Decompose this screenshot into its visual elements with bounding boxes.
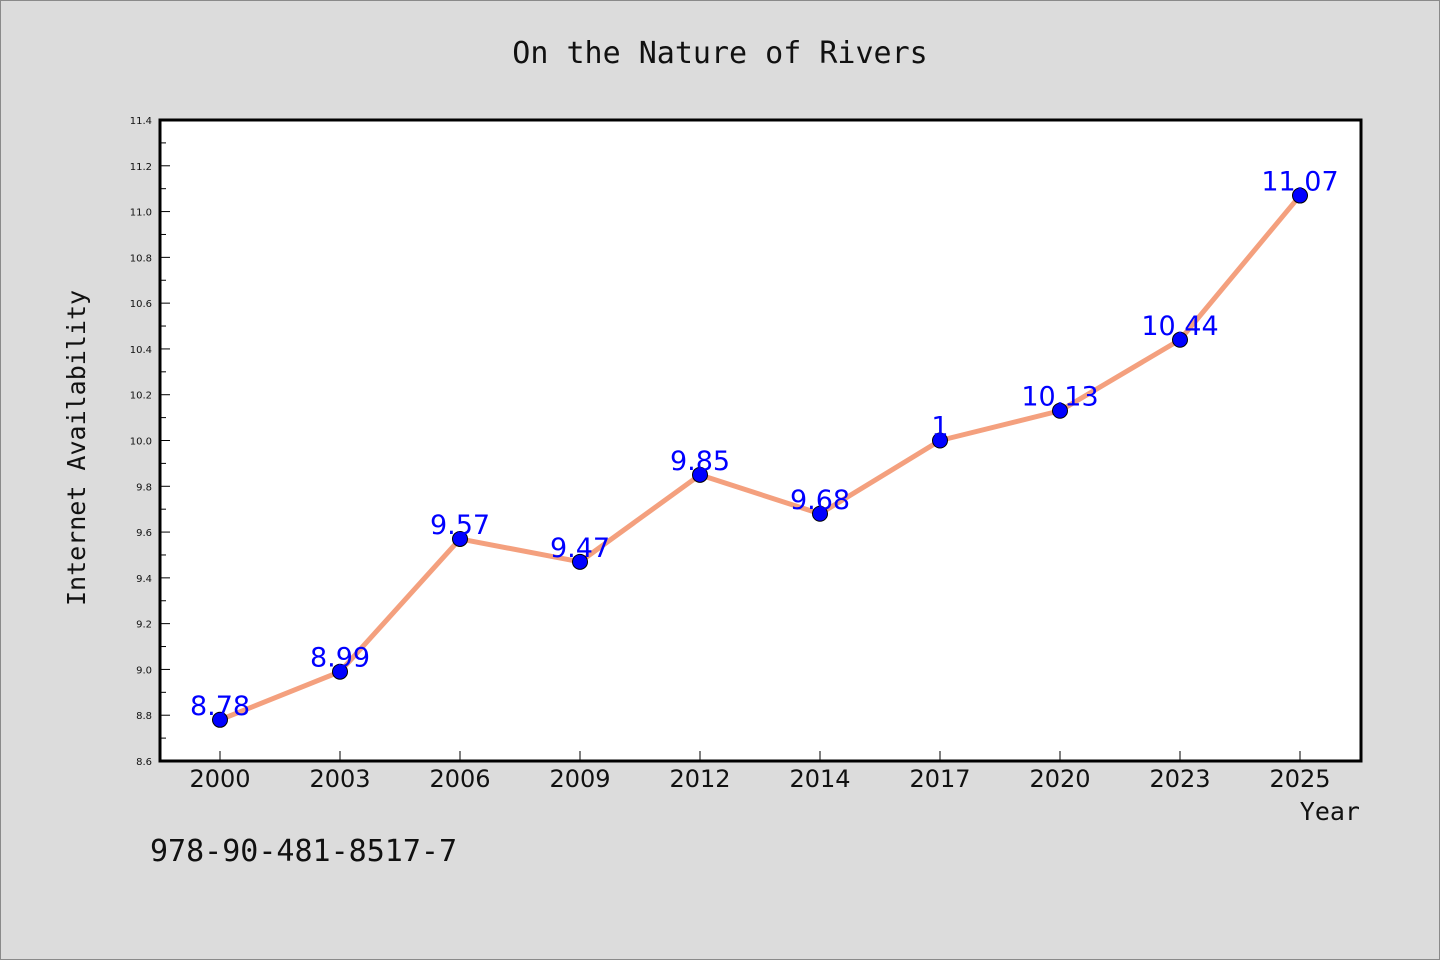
x-tick-label: 2023: [1149, 765, 1210, 793]
y-tick-label: 9.8: [136, 482, 152, 493]
y-axis-label: Internet Availability: [62, 290, 91, 606]
plot-area: [158, 118, 1363, 763]
x-tick-label: 2000: [189, 765, 250, 793]
data-label: 9.85: [670, 446, 730, 477]
data-label: 9.57: [430, 510, 490, 541]
y-tick-label: 10.2: [130, 391, 152, 402]
x-tick-label: 2003: [309, 765, 370, 793]
data-point: [692, 466, 708, 483]
data-point: [572, 553, 588, 570]
x-axis-label: Year: [1300, 797, 1360, 826]
data-point: [332, 663, 348, 680]
x-tick-label: 2020: [1029, 765, 1090, 793]
data-label: 9.47: [550, 533, 610, 564]
data-point: [932, 432, 948, 449]
y-tick-label: 9.2: [136, 620, 152, 631]
data-label: 11.07: [1261, 167, 1338, 198]
data-point: [212, 711, 228, 728]
series-markers: [212, 187, 1308, 728]
data-labels: 8.78 8.99 9.57 9.47 9.85 9.68 1 10.13 10.44 11.07: [190, 167, 1339, 722]
y-tick-label: 10.6: [130, 299, 152, 310]
x-tick-label: 2017: [909, 765, 970, 793]
x-tick-label: 2009: [549, 765, 610, 793]
y-tick-label: 9.6: [136, 528, 152, 539]
y-tick-label: 11.2: [130, 162, 152, 173]
chart-title: On the Nature of Rivers: [512, 36, 927, 71]
x-tick-label: 2012: [669, 765, 730, 793]
data-point: [1292, 187, 1308, 204]
data-label: 9.68: [790, 485, 850, 516]
x-tick-label: 2025: [1269, 765, 1330, 793]
y-tick-label: 10.4: [130, 345, 152, 356]
y-tick-label: 10.8: [130, 253, 152, 264]
isbn-text: 978-90-481-8517-7: [150, 834, 458, 869]
data-point: [452, 530, 468, 547]
y-tick-label: 8.6: [136, 757, 152, 768]
data-point: [1172, 331, 1188, 348]
y-tick-label: 9.0: [136, 665, 152, 676]
data-point: [1052, 402, 1068, 419]
data-label: 1: [931, 412, 948, 443]
y-tick-label: 11.0: [130, 208, 152, 219]
x-tick-label: 2006: [429, 765, 490, 793]
data-label: 10.13: [1021, 382, 1098, 413]
data-label: 8.99: [310, 643, 370, 674]
series-line: [217, 193, 1303, 723]
y-tick-label: 8.8: [136, 711, 152, 722]
data-label: 10.44: [1141, 311, 1218, 342]
x-tick-label: 2014: [789, 765, 850, 793]
y-tick-label: 9.4: [136, 574, 152, 585]
y-axis: 8.6 8.8 9.0 9.2 9.4 9.6 9.8 10.0 10.2 10.4 10.6 10.…: [130, 116, 170, 768]
y-tick-label: 11.4: [130, 116, 152, 127]
y-tick-label: 10.0: [130, 437, 152, 448]
data-point: [812, 505, 828, 522]
x-axis: 2000 2003 2006 2009 2012 2014 2017 2020 2023 2025: [189, 751, 1331, 793]
data-label: 8.78: [190, 691, 250, 722]
